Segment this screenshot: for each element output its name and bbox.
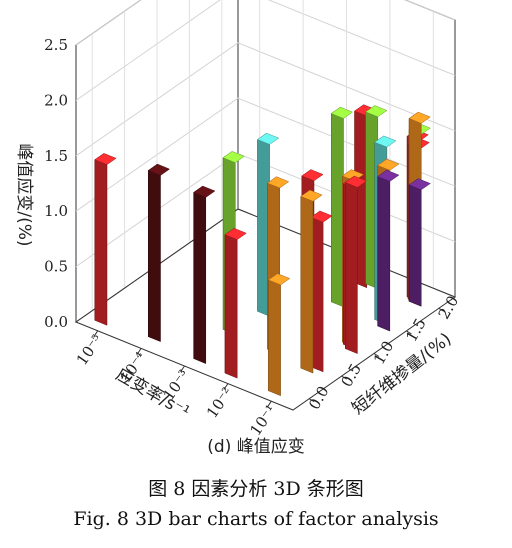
x-tick: [223, 383, 229, 390]
figure-caption-chinese: 图 8 因素分析 3D 条形图: [148, 478, 364, 500]
bar-face-top: [300, 189, 323, 202]
bar-face-top: [256, 132, 280, 145]
bar-face-top: [147, 163, 171, 176]
z-tick: [406, 330, 412, 335]
bar-face-front: [268, 279, 281, 397]
bar-face-front: [148, 170, 161, 342]
bar-face-front: [331, 113, 344, 308]
panel-label: (d) 峰值应变: [207, 437, 304, 457]
bar-face-top: [408, 111, 431, 124]
figure-caption-english: Fig. 8 3D bar charts of factor analysis: [73, 508, 439, 530]
bar-face-top: [94, 153, 117, 165]
bar-face-front: [408, 184, 422, 307]
z-tick: [341, 375, 347, 380]
bar-face-top: [330, 106, 354, 119]
bar: [193, 185, 216, 364]
bar-face-front: [193, 192, 207, 364]
y-tick-label: 0.0: [44, 313, 68, 331]
x-tick: [266, 400, 272, 408]
bar: [344, 175, 368, 354]
bar: [300, 189, 323, 374]
bar-face-top: [266, 176, 290, 189]
bar-face-top: [301, 169, 324, 182]
bar-face-front: [224, 234, 238, 379]
bar: [94, 152, 117, 326]
y-tick-label: 1.5: [44, 147, 68, 165]
bar: [256, 132, 280, 317]
z-tick-label: 0.5: [337, 360, 365, 390]
bar-face-top: [344, 175, 368, 188]
x-tick-label: 10⁻²: [203, 384, 237, 421]
bar-face-top: [224, 228, 247, 240]
x-tick-label: 10⁻³: [160, 366, 194, 403]
z-tick-label: 1.5: [402, 315, 430, 345]
y-tick-label: 1.0: [44, 202, 68, 220]
bar: [267, 273, 291, 397]
bar-face-front: [345, 182, 358, 354]
z-tick-label: 2.0: [435, 293, 463, 323]
x-tick: [136, 348, 142, 355]
bar: [377, 169, 400, 332]
bar-face-top: [374, 135, 397, 148]
bar-chart-3d: (d) 峰值应变 峰值应变/(%) 应变率/s⁻¹ 短纤维掺量/(%) 0.00…: [14, 0, 463, 457]
x-tick-label: 10⁻¹: [246, 402, 280, 439]
bar-face-top: [310, 210, 333, 223]
z-tick: [373, 353, 380, 357]
chart-grid: [74, 0, 457, 411]
bar-face-front: [94, 159, 108, 326]
bar-face-top: [267, 273, 291, 286]
z-tick: [308, 398, 315, 403]
bar-face-top: [193, 185, 216, 198]
z-tick-label: 0.0: [305, 383, 333, 413]
bar: [330, 106, 354, 308]
bar-face-front: [300, 196, 314, 374]
z-axis-title: 短纤维掺量/(%): [348, 329, 455, 419]
x-tick: [180, 365, 185, 373]
z-tick-label: 1.0: [370, 338, 398, 368]
floor: [74, 208, 457, 411]
x-tick-label: 10⁻⁵: [73, 331, 107, 368]
y-gridline: [75, 42, 456, 157]
z-tick: [438, 307, 445, 312]
bar-face-top: [222, 151, 245, 163]
y-tick-label: 2.0: [44, 91, 68, 109]
bar-face-top: [408, 178, 431, 191]
y-axis-title: 峰值应变/(%): [14, 143, 34, 246]
bar-face-top: [377, 169, 400, 182]
bar-face-top: [377, 158, 400, 171]
y-gridline: [75, 0, 456, 46]
bar: [147, 163, 171, 342]
y-gridline: [75, 0, 456, 101]
y-tick-label: 0.5: [44, 258, 68, 276]
y-tick-label: 2.5: [44, 36, 68, 54]
bar: [224, 227, 247, 379]
x-tick: [93, 330, 99, 338]
chart-bars: [94, 104, 431, 397]
bar-face-front: [377, 176, 391, 332]
bar: [408, 178, 431, 307]
bar-face-top: [365, 105, 388, 118]
